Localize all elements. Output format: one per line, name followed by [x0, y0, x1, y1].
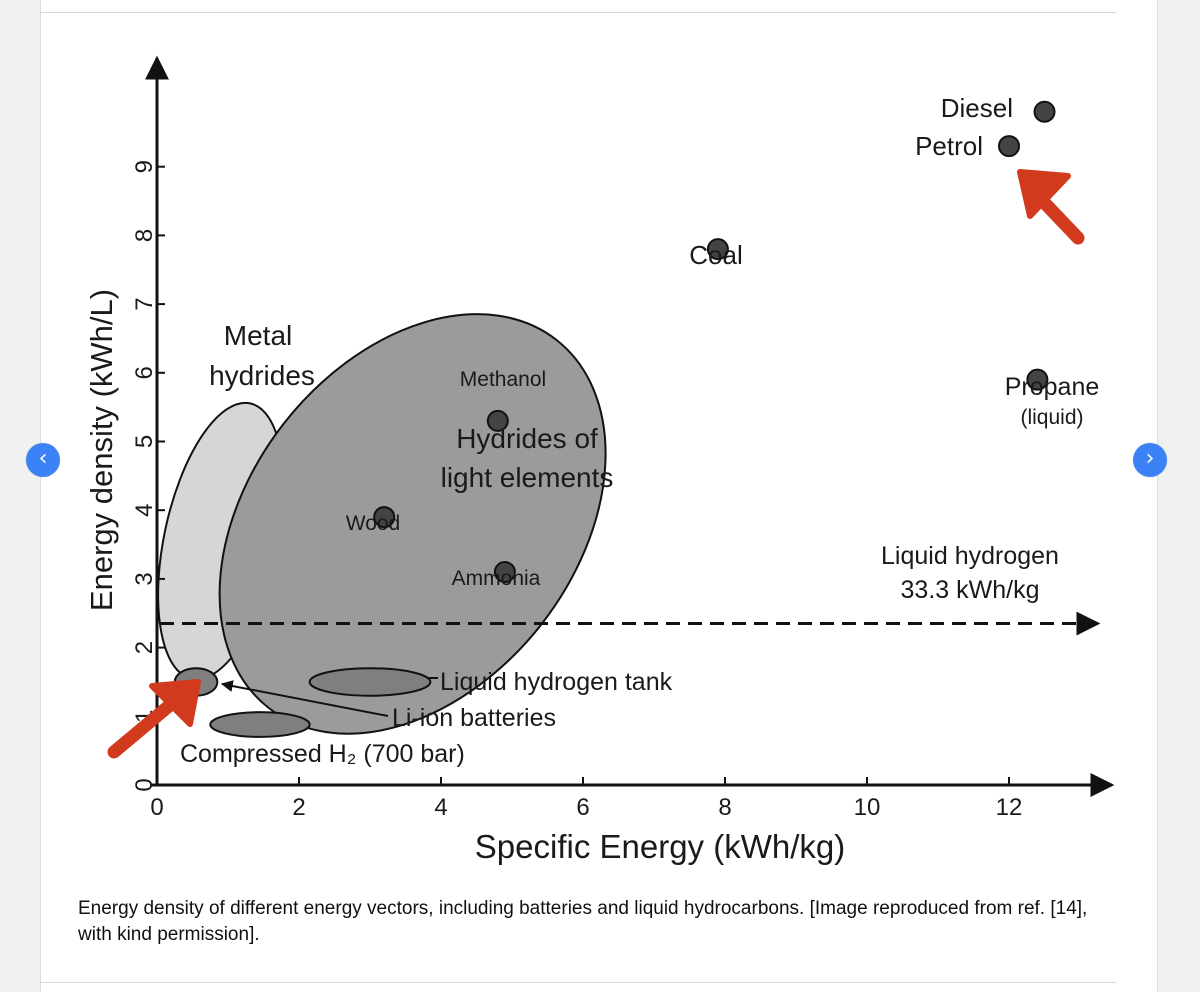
- previous-image-button[interactable]: ‹: [26, 443, 60, 477]
- x-axis-title: Specific Energy (kWh/kg): [475, 828, 845, 865]
- label-metal-hydrides-line2: hydrides: [209, 360, 315, 391]
- x-axis-ticks: 0 2 4 6 8 10 12: [150, 777, 1022, 821]
- bottom-divider: [40, 982, 1116, 983]
- figure-caption: Energy density of different energy vecto…: [78, 898, 1088, 945]
- point-coal: [706, 238, 729, 261]
- point-propane: [1026, 368, 1049, 391]
- label-ammonia: Ammonia: [452, 567, 541, 590]
- region-liquid-hydrogen-tank: [308, 667, 432, 697]
- point-diesel: [1033, 100, 1056, 123]
- label-diesel: Diesel: [941, 93, 1013, 123]
- x-tick-label-6: 6: [576, 794, 589, 821]
- label-liquid-hydrogen: Liquid hydrogen: [881, 542, 1059, 570]
- y-tick-label-2: 2: [131, 641, 158, 654]
- y-tick-label-9: 9: [131, 160, 158, 173]
- label-li-ion-batteries: Li-ion batteries: [392, 704, 556, 732]
- label-liquid-hydrogen-tank: Liquid hydrogen tank: [440, 668, 673, 696]
- label-propane: Propane: [1005, 373, 1100, 401]
- annotation-arrowhead-petrol: [1017, 169, 1071, 219]
- label-liquid-hydrogen-value: 33.3 kWh/kg: [901, 576, 1040, 604]
- annotation-arrow-li-ion: [107, 693, 183, 759]
- top-divider: [40, 12, 1116, 13]
- annotation-arrowhead-li-ion: [149, 679, 201, 727]
- point-methanol: [486, 409, 509, 432]
- label-wood: Wood: [346, 512, 400, 535]
- label-hydrides-line1: Hydrides of: [456, 423, 598, 454]
- x-tick-label-8: 8: [718, 794, 731, 821]
- y-tick-label-8: 8: [131, 229, 158, 242]
- label-methanol: Methanol: [460, 368, 546, 391]
- y-axis-title: Energy density (kWh/L): [84, 289, 119, 611]
- next-image-button[interactable]: ›: [1133, 443, 1167, 477]
- y-tick-label-7: 7: [131, 297, 158, 310]
- region-compressed-h2: [209, 711, 311, 738]
- y-tick-label-5: 5: [131, 435, 158, 448]
- label-propane-sub: (liquid): [1020, 406, 1083, 429]
- point-ammonia: [493, 561, 516, 584]
- point-wood: [373, 506, 396, 529]
- label-compressed-h2: Compressed H₂ (700 bar): [180, 740, 465, 768]
- point-petrol: [998, 135, 1020, 158]
- x-tick-label-0: 0: [150, 794, 163, 821]
- y-tick-label-0: 0: [131, 778, 158, 791]
- label-coal: Coal: [689, 240, 742, 270]
- chevron-left-icon: ‹: [38, 446, 48, 471]
- y-tick-label-6: 6: [131, 366, 158, 379]
- x-tick-label-10: 10: [854, 794, 881, 821]
- label-metal-hydrides-line1: Metal: [224, 320, 292, 351]
- x-tick-label-12: 12: [996, 794, 1023, 821]
- y-tick-label-3: 3: [131, 572, 158, 585]
- label-hydrides-line2: light elements: [441, 462, 614, 493]
- chevron-right-icon: ›: [1145, 446, 1155, 471]
- label-petrol: Petrol: [915, 131, 983, 161]
- x-tick-label-4: 4: [434, 794, 447, 821]
- li-ion-leader-arrow: [220, 680, 389, 717]
- y-tick-label-4: 4: [131, 504, 158, 517]
- x-tick-label-2: 2: [292, 794, 305, 821]
